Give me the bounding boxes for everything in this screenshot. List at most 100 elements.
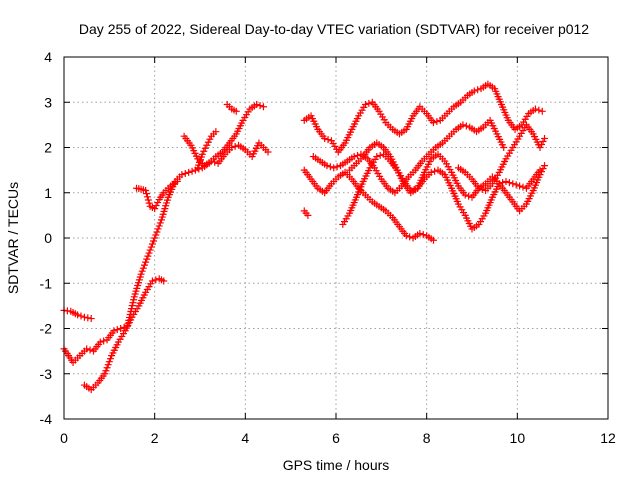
data-point xyxy=(365,99,373,107)
data-point xyxy=(326,163,334,171)
data-point xyxy=(502,177,510,185)
data-point xyxy=(516,182,524,190)
data-point xyxy=(350,153,358,161)
data-point xyxy=(539,165,547,173)
data-point xyxy=(376,151,384,159)
x-tick-label: 8 xyxy=(423,430,431,446)
series-track-12 xyxy=(339,150,549,228)
series-track-13 xyxy=(346,139,544,233)
data-point xyxy=(461,191,469,199)
data-point xyxy=(475,184,483,192)
data-point xyxy=(538,168,546,176)
data-point xyxy=(139,264,147,272)
data-point xyxy=(264,148,272,156)
data-point xyxy=(361,101,369,109)
data-point xyxy=(137,270,145,278)
data-point xyxy=(146,246,154,254)
data-point xyxy=(102,367,110,375)
data-point xyxy=(148,277,156,285)
series-track-10 xyxy=(300,166,437,244)
data-point xyxy=(151,205,159,213)
data-point xyxy=(512,181,520,189)
data-point xyxy=(429,119,437,127)
data-point xyxy=(152,231,160,239)
series-track-1 xyxy=(60,306,95,323)
series-track-14 xyxy=(454,121,549,194)
data-point xyxy=(181,170,189,178)
data-point xyxy=(541,134,549,142)
data-point xyxy=(86,346,94,354)
data-point xyxy=(519,183,527,191)
y-axis-label: SDTVAR / TECUs xyxy=(5,182,21,294)
data-point xyxy=(333,163,341,171)
data-point xyxy=(105,358,113,366)
data-point xyxy=(536,166,544,174)
data-point xyxy=(84,314,92,322)
y-tick-label: 1 xyxy=(44,185,52,201)
data-point xyxy=(419,231,427,239)
y-tick-label: 4 xyxy=(44,49,52,65)
data-point xyxy=(142,258,150,266)
data-point xyxy=(402,232,410,240)
data-point xyxy=(459,121,467,129)
data-point xyxy=(324,136,332,144)
data-point xyxy=(509,180,517,188)
data-point xyxy=(140,261,148,269)
data-point xyxy=(232,107,240,115)
data-point xyxy=(465,192,473,200)
x-tick-label: 6 xyxy=(332,430,340,446)
data-point xyxy=(207,157,215,165)
data-point xyxy=(304,211,312,219)
data-point xyxy=(427,168,435,176)
data-point xyxy=(185,168,193,176)
data-point xyxy=(256,102,264,110)
grid xyxy=(64,57,608,419)
data-point xyxy=(152,202,160,210)
data-point xyxy=(321,134,329,142)
data-point xyxy=(259,103,267,111)
data-point xyxy=(211,158,219,166)
chart-title: Day 255 of 2022, Sidereal Day-to-day VTE… xyxy=(79,21,589,37)
data-point xyxy=(535,106,543,114)
series-track-7 xyxy=(223,101,240,115)
data-point xyxy=(536,144,544,151)
data-point xyxy=(117,325,125,332)
x-tick-label: 2 xyxy=(151,430,159,446)
data-point xyxy=(541,162,549,170)
data-point xyxy=(74,311,82,319)
data-point xyxy=(198,150,206,158)
data-point xyxy=(138,267,146,275)
data-point xyxy=(104,361,112,369)
x-tick-label: 4 xyxy=(241,430,249,446)
data-point xyxy=(416,229,424,237)
data-point xyxy=(128,302,136,310)
data-point xyxy=(154,199,162,207)
data-point xyxy=(200,147,208,155)
data-point xyxy=(130,296,138,304)
data-point xyxy=(470,87,478,95)
data-point xyxy=(103,364,111,372)
data-point xyxy=(538,140,546,148)
data-point xyxy=(83,345,91,353)
data-point xyxy=(151,234,159,242)
data-point xyxy=(531,105,539,113)
data-point xyxy=(500,144,508,151)
series-track-6 xyxy=(194,128,220,172)
data-point xyxy=(96,338,104,346)
data-point xyxy=(148,240,156,248)
data-point xyxy=(87,315,95,323)
series-track-8 xyxy=(300,207,312,219)
data-point xyxy=(462,122,470,130)
data-point xyxy=(203,141,211,149)
data-point xyxy=(142,186,150,194)
x-axis-label: GPS time / hours xyxy=(283,457,390,473)
data-point xyxy=(155,222,163,230)
data-point xyxy=(429,236,437,244)
x-tick-label: 10 xyxy=(510,430,526,446)
data-point xyxy=(433,117,441,125)
data-point xyxy=(129,299,137,307)
data-point xyxy=(204,138,212,146)
data-point xyxy=(228,144,236,151)
data-point xyxy=(101,370,109,378)
